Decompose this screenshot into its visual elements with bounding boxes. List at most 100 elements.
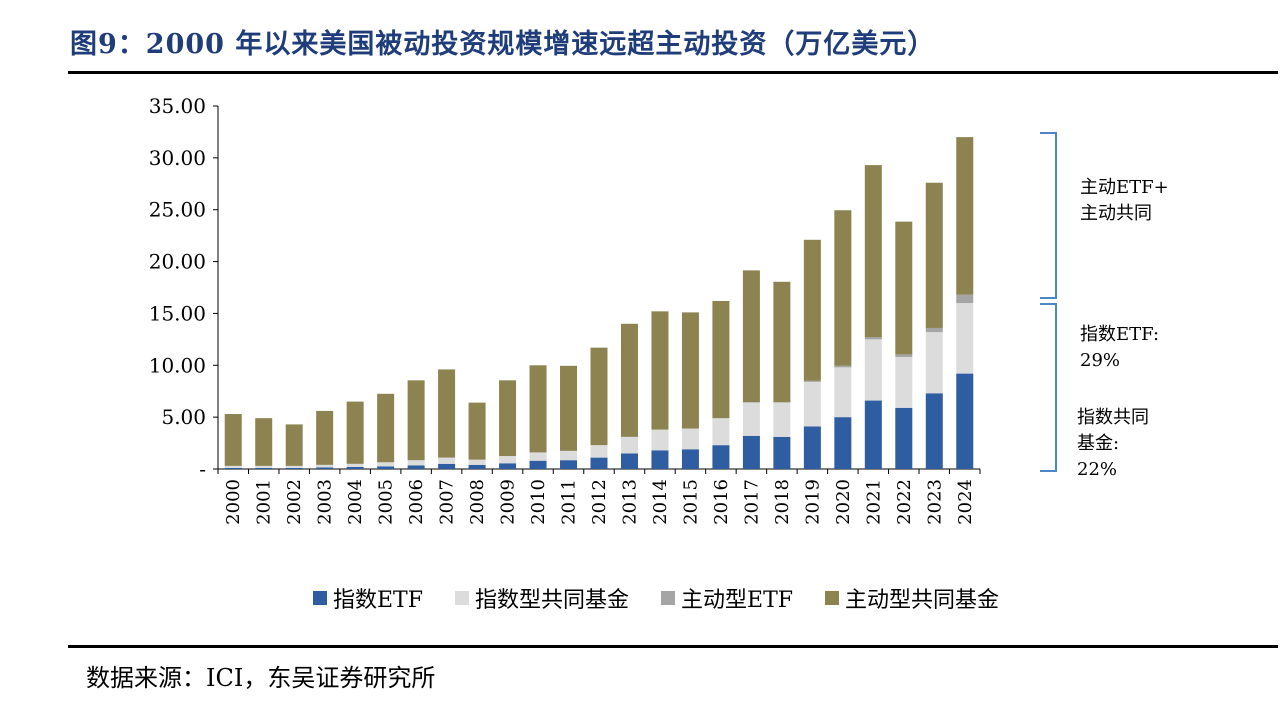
bar-segment-index-fund [803,381,821,427]
bar-segment-index-etf [742,435,760,469]
bar-segment-active-fund [407,380,425,461]
annotation-index-etf: 指数ETF: 29% [1080,322,1159,374]
bar-segment-index-etf [590,457,608,469]
bar-segment-active-fund [438,369,456,458]
bar-segment-index-etf [499,463,517,469]
bar-segment-active-fund [316,410,334,465]
bar-segment-active-fund [651,311,669,430]
x-tick-label: 2024 [955,479,976,525]
x-tick-label: 2013 [619,479,640,525]
bracket-passive [1040,303,1057,472]
x-tick-label: 2022 [894,479,915,525]
bar-segment-active-fund [377,393,395,463]
legend: 指数ETF 指数型共同基金 主动型ETF 主动型共同基金 [313,582,1031,614]
y-tick-label: 20.00 [149,250,206,274]
annotation-active-line1: 主动ETF+ [1080,177,1169,198]
annotation-index-fund-line3: 22% [1077,459,1118,480]
legend-swatch [661,591,676,605]
bar-segment-index-etf [803,426,821,469]
bar-segment-index-fund [712,418,730,446]
bar-segment-active-fund [712,300,730,419]
bar-segment-index-etf [956,373,974,469]
x-tick-label: 2021 [863,479,884,525]
chart-title: 图9：2000 年以来美国被动投资规模增速远超主动投资（万亿美元） [70,29,936,60]
y-tick-label: 30.00 [149,146,206,170]
bar-segment-active-fund [468,402,486,460]
bar-segment-active-fund [742,270,760,403]
bar-segment-active-fund [590,347,608,446]
bar-segment-active-fund [560,365,578,451]
y-tick-label: - [199,457,206,481]
bar-segment-index-etf [712,445,730,469]
bar-segment-index-etf [407,465,425,469]
bar-segment-index-fund [773,402,791,437]
bar-segment-active-fund [864,165,882,338]
bar-segment-active-fund [681,312,699,429]
y-tick-label: 35.00 [149,94,206,118]
bar-segment-index-etf [346,466,364,469]
bar-segment-active-fund [925,182,943,328]
bar-segment-index-fund [285,465,303,468]
x-tick-label: 2006 [406,479,427,525]
bottom-rule [68,645,1278,648]
bar-segment-index-etf [620,453,638,469]
bar-segment-active-etf [925,327,943,333]
bar-segment-active-fund [834,210,852,366]
bar-segment-active-fund [224,414,242,466]
bar-segment-index-etf [864,400,882,469]
bar-segment-index-fund [620,436,638,454]
bar-segment-index-etf [316,467,334,469]
annotation-index-etf-line1: 指数ETF: [1080,324,1160,345]
x-tick-label: 2011 [559,479,580,525]
legend-label: 指数型共同基金 [475,588,630,613]
legend-item: 主动型共同基金 [825,582,999,614]
annotation-active: 主动ETF+ 主动共同 [1080,175,1169,227]
bar-segment-index-fund [681,428,699,450]
bar-segment-index-fund [407,460,425,466]
bar-segment-index-fund [255,465,273,468]
x-tick-label: 2016 [711,479,732,525]
bar-segment-active-etf [895,354,913,357]
bar-segment-index-etf [529,460,547,469]
legend-label: 主动型共同基金 [845,588,1000,613]
bar-segment-active-fund [529,365,547,453]
x-tick-label: 2000 [223,479,244,525]
x-tick-label: 2012 [589,479,610,525]
bar-segment-active-fund [499,380,517,457]
bar-segment-index-etf [651,450,669,469]
bar-segment-index-fund [590,445,608,458]
bar-segment-index-etf [224,467,242,469]
bar-segment-index-etf [468,464,486,469]
annotation-index-fund-line2: 基金: [1077,433,1120,454]
x-tick-label: 2009 [498,479,519,525]
bar-segment-index-fund [895,356,913,408]
bar-segment-index-etf [834,417,852,469]
x-tick-label: 2014 [650,479,671,525]
source-note: 数据来源：ICI，东吴证券研究所 [86,664,436,692]
annotation-index-fund-line1: 指数共同 [1077,407,1149,428]
x-tick-label: 2017 [741,479,762,525]
legend-item: 指数ETF [313,582,423,614]
bar-segment-index-etf [681,449,699,469]
annotation-index-etf-line2: 29% [1080,350,1121,371]
bar-segment-active-fund [956,137,974,295]
legend-swatch [455,591,469,605]
bar-segment-index-fund [651,429,669,451]
bar-segment-active-fund [285,424,303,466]
annotation-index-fund: 指数共同 基金: 22% [1077,405,1149,483]
legend-label: 主动型ETF [681,588,794,613]
bar-segment-active-etf [864,337,882,340]
bar-segment-index-etf [925,393,943,469]
bar-segment-active-etf [956,294,974,304]
x-tick-label: 2008 [467,479,488,525]
top-rule [68,71,1278,74]
x-tick-label: 2010 [528,479,549,525]
bar-segment-active-etf [742,402,760,403]
bar-segment-index-etf [285,467,303,469]
x-tick-label: 2005 [376,479,397,525]
bar-segment-index-fund [438,457,456,464]
x-tick-label: 2001 [254,479,275,525]
bar-segment-index-fund [468,459,486,465]
bar-segment-index-fund [224,465,242,468]
x-tick-label: 2007 [437,479,458,525]
